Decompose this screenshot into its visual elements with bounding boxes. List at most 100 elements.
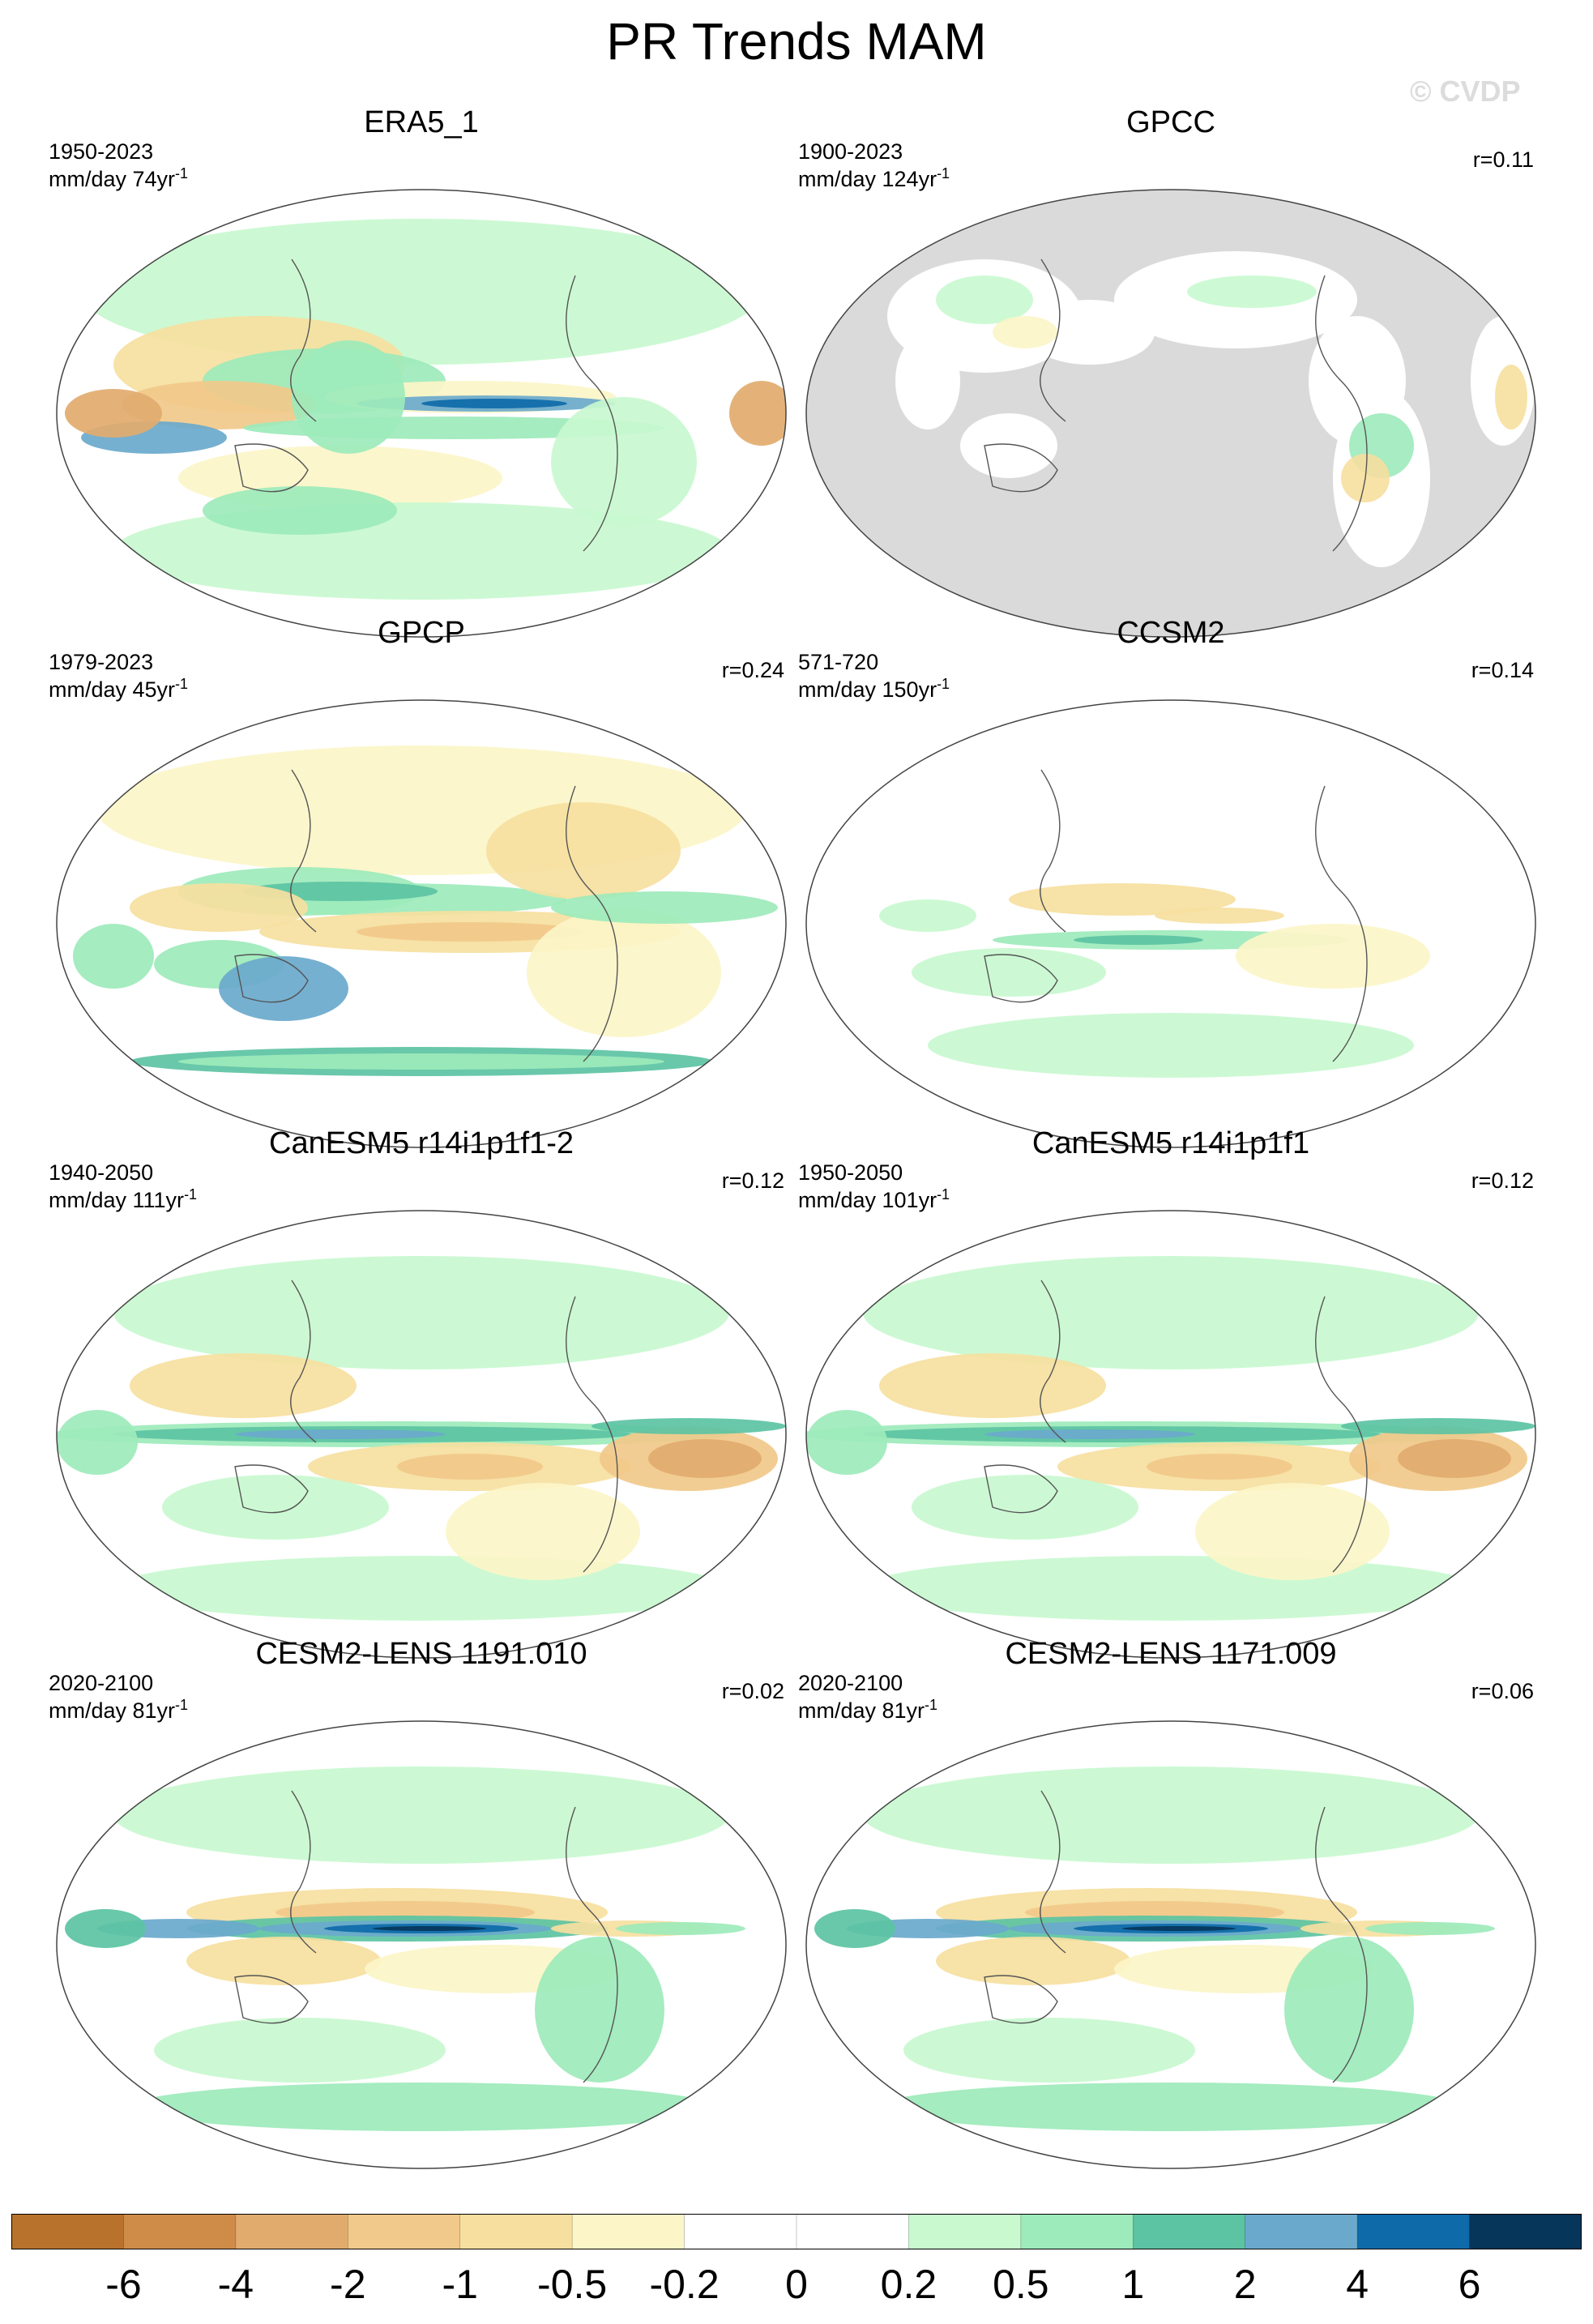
world-map <box>56 1720 787 2169</box>
panel-title: CanESM5 r14i1p1f1 <box>1031 1126 1310 1160</box>
colorbar-bin <box>1020 2214 1134 2249</box>
trend-feature <box>1495 365 1527 429</box>
trend-feature <box>154 2018 446 2083</box>
trend-feature <box>993 316 1057 348</box>
correlation-label: r=0.12 <box>1471 1168 1534 1193</box>
coastline <box>234 1279 618 1573</box>
coastline <box>234 1790 618 2083</box>
panel-title: ERA5_1 <box>364 105 479 139</box>
map-outline <box>805 1210 1536 1659</box>
trend-feature <box>113 1556 729 1621</box>
trend-feature <box>1155 908 1284 924</box>
map-outline <box>56 1720 787 2169</box>
trend-feature <box>928 1013 1414 1078</box>
world-map <box>805 1210 1536 1659</box>
trend-feature <box>1341 1418 1535 1434</box>
trend-feature <box>1365 1922 1495 1935</box>
trend-feature <box>592 1418 786 1434</box>
trend-feature <box>879 899 976 932</box>
trend-feature <box>535 1937 664 2083</box>
panel-units: mm/day 101yr-1 <box>798 1186 950 1213</box>
trend-feature <box>373 1926 486 1931</box>
trend-feature <box>1398 1439 1511 1478</box>
trend-feature <box>806 1410 887 1475</box>
panel-years: 2020-2100 <box>798 1671 903 1695</box>
trend-feature <box>879 1353 1106 1418</box>
trend-feature <box>122 381 316 429</box>
map-outline <box>56 1210 787 1659</box>
trend-feature <box>65 1909 146 1948</box>
colorbar-tick-label: 4 <box>1346 2262 1369 2307</box>
units-exponent: -1 <box>175 165 189 182</box>
colorbar-bin <box>796 2214 909 2249</box>
trend-feature <box>879 2083 1463 2131</box>
units-text: mm/day 45yr <box>49 677 176 702</box>
trend-feature <box>113 1256 729 1369</box>
trend-feature <box>203 486 397 535</box>
correlation-label: r=0.06 <box>1471 1679 1534 1703</box>
colorbar-tick-label: 0.2 <box>880 2262 937 2307</box>
trend-feature <box>1122 1926 1236 1931</box>
trend-feature <box>984 1429 1195 1439</box>
map-outline <box>805 189 1536 638</box>
trend-feature <box>292 340 405 454</box>
colorbar-tick-label: -1 <box>442 2262 478 2307</box>
colorbar-bin <box>1357 2214 1471 2249</box>
trend-feature <box>178 1053 664 1070</box>
trend-feature <box>130 2083 713 2131</box>
map-outline <box>805 1720 1536 2169</box>
units-exponent: -1 <box>184 1186 198 1203</box>
world-map <box>56 699 787 1148</box>
panel-units: mm/day 111yr-1 <box>49 1186 197 1213</box>
trend-feature <box>863 1766 1479 1864</box>
figure-title: PR Trends MAM <box>606 12 987 70</box>
colorbar-tick-label: 0 <box>785 2262 808 2307</box>
colorbar-tick-label: 6 <box>1458 2262 1481 2307</box>
trend-feature <box>130 883 308 932</box>
map-panel: GPCP 1979-2023 mm/day 45yr-1 r=0.24 <box>49 616 794 1151</box>
trend-feature <box>814 1909 895 1948</box>
panel-title: GPCP <box>378 616 465 650</box>
panel-years: 1950-2023 <box>49 139 154 164</box>
coastline <box>234 258 618 552</box>
trend-feature <box>936 1937 1130 1985</box>
colorbar-bin <box>459 2214 573 2249</box>
cvdp-watermark: © CVDP <box>1410 75 1521 108</box>
trend-feature <box>527 908 721 1037</box>
colorbar-tick-label: 1 <box>1121 2262 1145 2307</box>
units-text: mm/day 124yr <box>798 167 937 191</box>
units-exponent: -1 <box>937 676 950 692</box>
map-panel: CanESM5 r14i1p1f1-2 1940-2050 mm/day 111yr… <box>49 1126 794 1661</box>
correlation-label: r=0.14 <box>1471 658 1534 682</box>
trend-feature <box>397 1454 543 1480</box>
map-outline <box>56 189 787 638</box>
panel-title: CCSM2 <box>1117 616 1225 650</box>
colorbar-tick-label: -4 <box>217 2262 254 2307</box>
panel-years: 1900-2023 <box>798 139 903 164</box>
panel-years: 1940-2050 <box>49 1160 154 1185</box>
colorbar-bin <box>1245 2214 1358 2249</box>
colorbar-bin <box>572 2214 685 2249</box>
panel-units: mm/day 81yr-1 <box>798 1697 937 1724</box>
colorbar <box>11 2214 1582 2249</box>
trend-feature <box>1195 1483 1390 1580</box>
trend-feature <box>1009 883 1236 916</box>
colorbar-tick-label: -2 <box>330 2262 366 2307</box>
colorbar-bin <box>1133 2214 1246 2249</box>
trend-feature <box>162 1475 389 1540</box>
trend-feature <box>912 948 1106 997</box>
trend-feature <box>186 1937 381 1985</box>
panel-title: CanESM5 r14i1p1f1-2 <box>269 1126 574 1160</box>
units-text: mm/day 81yr <box>49 1698 176 1723</box>
trend-feature <box>1187 276 1317 308</box>
panel-years: 1950-2050 <box>798 1160 903 1185</box>
panel-years: 2020-2100 <box>49 1671 154 1695</box>
panel-title: CESM2-LENS 1191.010 <box>255 1637 587 1671</box>
correlation-label: r=0.11 <box>1472 147 1534 172</box>
units-text: mm/day 150yr <box>798 677 937 702</box>
map-panel: CESM2-LENS 1171.009 2020-2100 mm/day 81yr-… <box>798 1637 1544 2172</box>
world-map <box>56 1210 787 1659</box>
trend-feature <box>486 802 681 899</box>
trend-feature <box>1074 935 1203 945</box>
colorbar-bin <box>908 2214 1022 2249</box>
